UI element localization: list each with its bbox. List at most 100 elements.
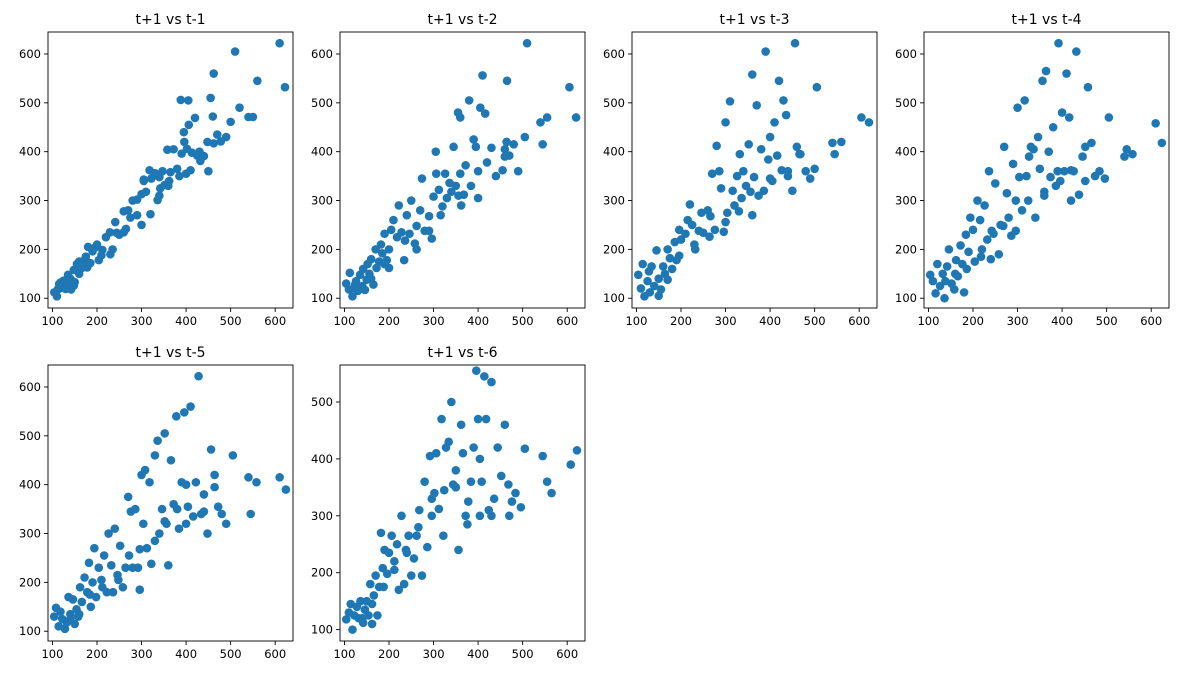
scatter-point [1072, 47, 1081, 56]
scatter-point [1062, 69, 1071, 78]
x-tick-label: 500 [220, 314, 242, 328]
y-tick-label: 100 [311, 291, 333, 305]
scatter-point [685, 200, 695, 209]
scatter-point [812, 82, 822, 92]
scatter-point [1044, 147, 1054, 156]
scatter-point [447, 397, 456, 407]
scatter-point [502, 76, 512, 86]
scatter-point [1024, 152, 1034, 161]
scatter-point [956, 241, 965, 250]
x-tick-label: 300 [423, 647, 445, 661]
scatter-point [206, 93, 215, 103]
scatter-point [158, 166, 167, 176]
scatter-point [439, 531, 448, 541]
x-tick-label: 300 [423, 314, 445, 328]
scatter-point [409, 554, 419, 563]
scatter-point [463, 497, 473, 506]
x-tick-label: 200 [86, 647, 108, 661]
scatter-point [1078, 152, 1087, 161]
y-tick-label: 400 [311, 145, 333, 159]
scatter-point [437, 414, 446, 424]
scatter-point [431, 448, 441, 458]
scatter-point [150, 536, 160, 546]
scatter-point [348, 291, 357, 301]
scatter-point [191, 477, 201, 487]
scatter-point [75, 582, 85, 592]
scatter-point [999, 142, 1009, 152]
scatter-point [1100, 174, 1110, 183]
scatter-point [783, 166, 793, 176]
scatter-point [424, 226, 434, 236]
subplot-5: t+1 vs t-5 100 200 300 400 500 600 100 200 300 400… [19, 345, 294, 661]
scatter-point [707, 169, 717, 178]
scatter-point [735, 149, 745, 159]
y-tick-label: 300 [311, 509, 333, 523]
scatter-point [275, 38, 284, 48]
scatter-point [140, 465, 150, 475]
x-tick-label: 600 [556, 647, 578, 661]
y-tick-label: 400 [19, 145, 41, 159]
scatter-point [373, 611, 382, 620]
scatter-point [110, 524, 120, 533]
y-tick-label: 500 [311, 395, 333, 409]
scatter-point [944, 245, 954, 254]
scatter-point [741, 181, 751, 191]
scatter-point [387, 531, 396, 541]
scatter-point [976, 252, 986, 262]
x-tick-label: 600 [848, 314, 870, 328]
scatter-point [496, 471, 506, 481]
scatter-point [476, 103, 485, 113]
scatter-point [469, 135, 478, 144]
scatter-point [507, 497, 517, 506]
scatter-point [163, 560, 173, 570]
scatter-point [402, 548, 412, 558]
scatter-point [210, 470, 219, 480]
x-tick-label: 500 [804, 314, 826, 328]
scatter-point [940, 293, 949, 303]
scatter-point [732, 171, 742, 181]
scatter-point [98, 582, 107, 592]
scatter-point [482, 158, 492, 167]
scatter-point [145, 477, 154, 487]
subplot-3: t+1 vs t-3 100 200 300 400 500 600 100 200 300 400… [603, 12, 878, 328]
scatter-point [1002, 188, 1012, 198]
scatter-point [464, 96, 474, 105]
scatter-point [1046, 172, 1055, 182]
scatter-point [88, 578, 97, 587]
scatter-point [998, 221, 1008, 231]
scatter-point [114, 575, 123, 585]
scatter-point [252, 477, 261, 487]
scatter-point [973, 196, 982, 205]
scatter-point [366, 274, 376, 283]
scatter-point [420, 477, 429, 486]
scatter-point [172, 504, 182, 514]
x-tick-label: 600 [1140, 314, 1162, 328]
scatter-point [77, 597, 87, 607]
scatter-point [710, 225, 720, 235]
scatter-point [1128, 149, 1137, 159]
scatter-point [108, 587, 118, 597]
scatter-point [676, 235, 686, 244]
y-tick-label: 300 [19, 527, 41, 541]
scatter-point [706, 211, 715, 221]
y-tick-label: 600 [311, 47, 333, 61]
scatter-point [230, 47, 240, 56]
scatter-point [157, 504, 167, 514]
y-tick-label: 500 [19, 96, 41, 110]
scatter-point [687, 220, 697, 230]
scatter-point [509, 140, 519, 149]
x-tick-label: 300 [131, 647, 153, 661]
scatter-point [171, 411, 181, 421]
scatter-point [280, 82, 290, 92]
scatter-point [781, 110, 791, 120]
scatter-point [210, 482, 219, 492]
y-tick-label: 200 [19, 242, 41, 256]
scatter-point [406, 196, 416, 205]
scatter-point [737, 193, 746, 203]
scatter-point [665, 253, 675, 263]
scatter-point [86, 258, 95, 268]
x-tick-label: 300 [131, 314, 153, 328]
scatter-point [137, 220, 146, 230]
x-tick-label: 200 [378, 314, 400, 328]
